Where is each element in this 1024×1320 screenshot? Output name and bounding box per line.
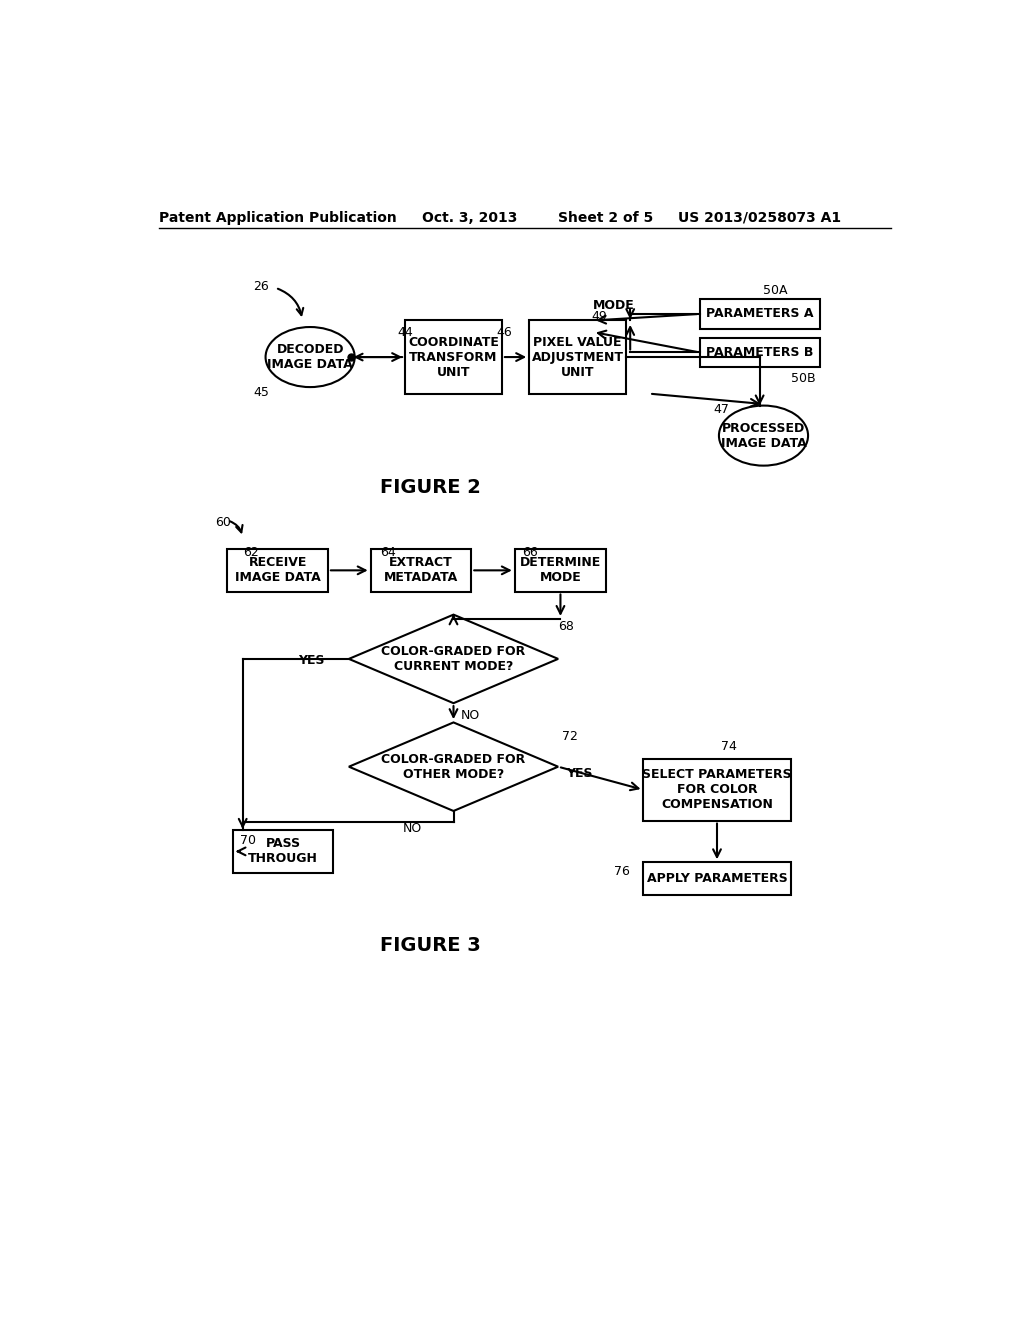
Text: 50B: 50B — [791, 372, 815, 385]
Text: 68: 68 — [558, 620, 574, 634]
FancyBboxPatch shape — [371, 549, 471, 591]
Text: COLOR-GRADED FOR
OTHER MODE?: COLOR-GRADED FOR OTHER MODE? — [381, 752, 525, 780]
Text: PASS
THROUGH: PASS THROUGH — [248, 837, 317, 866]
Text: YES: YES — [299, 653, 325, 667]
Text: PARAMETERS B: PARAMETERS B — [706, 346, 813, 359]
Text: SELECT PARAMETERS
FOR COLOR
COMPENSATION: SELECT PARAMETERS FOR COLOR COMPENSATION — [642, 768, 792, 812]
Polygon shape — [349, 722, 558, 810]
Text: 64: 64 — [380, 545, 395, 558]
Text: 50A: 50A — [764, 284, 788, 297]
Text: 49: 49 — [592, 310, 607, 323]
FancyBboxPatch shape — [699, 338, 819, 367]
Text: APPLY PARAMETERS: APPLY PARAMETERS — [646, 871, 787, 884]
Ellipse shape — [719, 405, 808, 466]
Text: FIGURE 2: FIGURE 2 — [380, 478, 480, 496]
FancyBboxPatch shape — [515, 549, 606, 591]
FancyBboxPatch shape — [643, 759, 791, 821]
Text: 70: 70 — [241, 834, 256, 847]
FancyBboxPatch shape — [699, 300, 819, 329]
Text: 76: 76 — [614, 866, 630, 878]
Text: 60: 60 — [216, 516, 231, 529]
Text: RECEIVE
IMAGE DATA: RECEIVE IMAGE DATA — [234, 556, 321, 585]
Text: 74: 74 — [721, 739, 736, 752]
Text: MODE: MODE — [593, 300, 635, 313]
Text: EXTRACT
METADATA: EXTRACT METADATA — [384, 556, 458, 585]
Text: COLOR-GRADED FOR
CURRENT MODE?: COLOR-GRADED FOR CURRENT MODE? — [381, 645, 525, 673]
Text: PIXEL VALUE
ADJUSTMENT
UNIT: PIXEL VALUE ADJUSTMENT UNIT — [531, 335, 624, 379]
FancyBboxPatch shape — [227, 549, 328, 591]
FancyBboxPatch shape — [529, 321, 626, 393]
Text: Oct. 3, 2013: Oct. 3, 2013 — [423, 211, 518, 224]
Text: COORDINATE
TRANSFORM
UNIT: COORDINATE TRANSFORM UNIT — [408, 335, 499, 379]
Text: US 2013/0258073 A1: US 2013/0258073 A1 — [678, 211, 842, 224]
FancyBboxPatch shape — [232, 830, 334, 873]
Text: 46: 46 — [496, 326, 512, 339]
Text: 66: 66 — [521, 545, 538, 558]
Text: PARAMETERS A: PARAMETERS A — [706, 308, 813, 321]
Text: DETERMINE
MODE: DETERMINE MODE — [520, 556, 601, 585]
Ellipse shape — [265, 327, 354, 387]
Text: Sheet 2 of 5: Sheet 2 of 5 — [558, 211, 653, 224]
Text: NO: NO — [461, 709, 480, 722]
Text: 44: 44 — [397, 326, 414, 339]
Text: YES: YES — [566, 767, 592, 780]
FancyBboxPatch shape — [643, 862, 791, 895]
Text: FIGURE 3: FIGURE 3 — [380, 936, 480, 956]
Text: DECODED
IMAGE DATA: DECODED IMAGE DATA — [267, 343, 353, 371]
Text: Patent Application Publication: Patent Application Publication — [159, 211, 396, 224]
Text: NO: NO — [403, 822, 422, 836]
Text: 26: 26 — [254, 280, 269, 293]
Text: 45: 45 — [254, 385, 269, 399]
Text: 72: 72 — [562, 730, 578, 743]
Polygon shape — [349, 615, 558, 704]
FancyBboxPatch shape — [406, 321, 502, 393]
Text: PROCESSED
IMAGE DATA: PROCESSED IMAGE DATA — [721, 421, 806, 450]
Text: 62: 62 — [243, 545, 258, 558]
Text: 47: 47 — [713, 404, 729, 416]
